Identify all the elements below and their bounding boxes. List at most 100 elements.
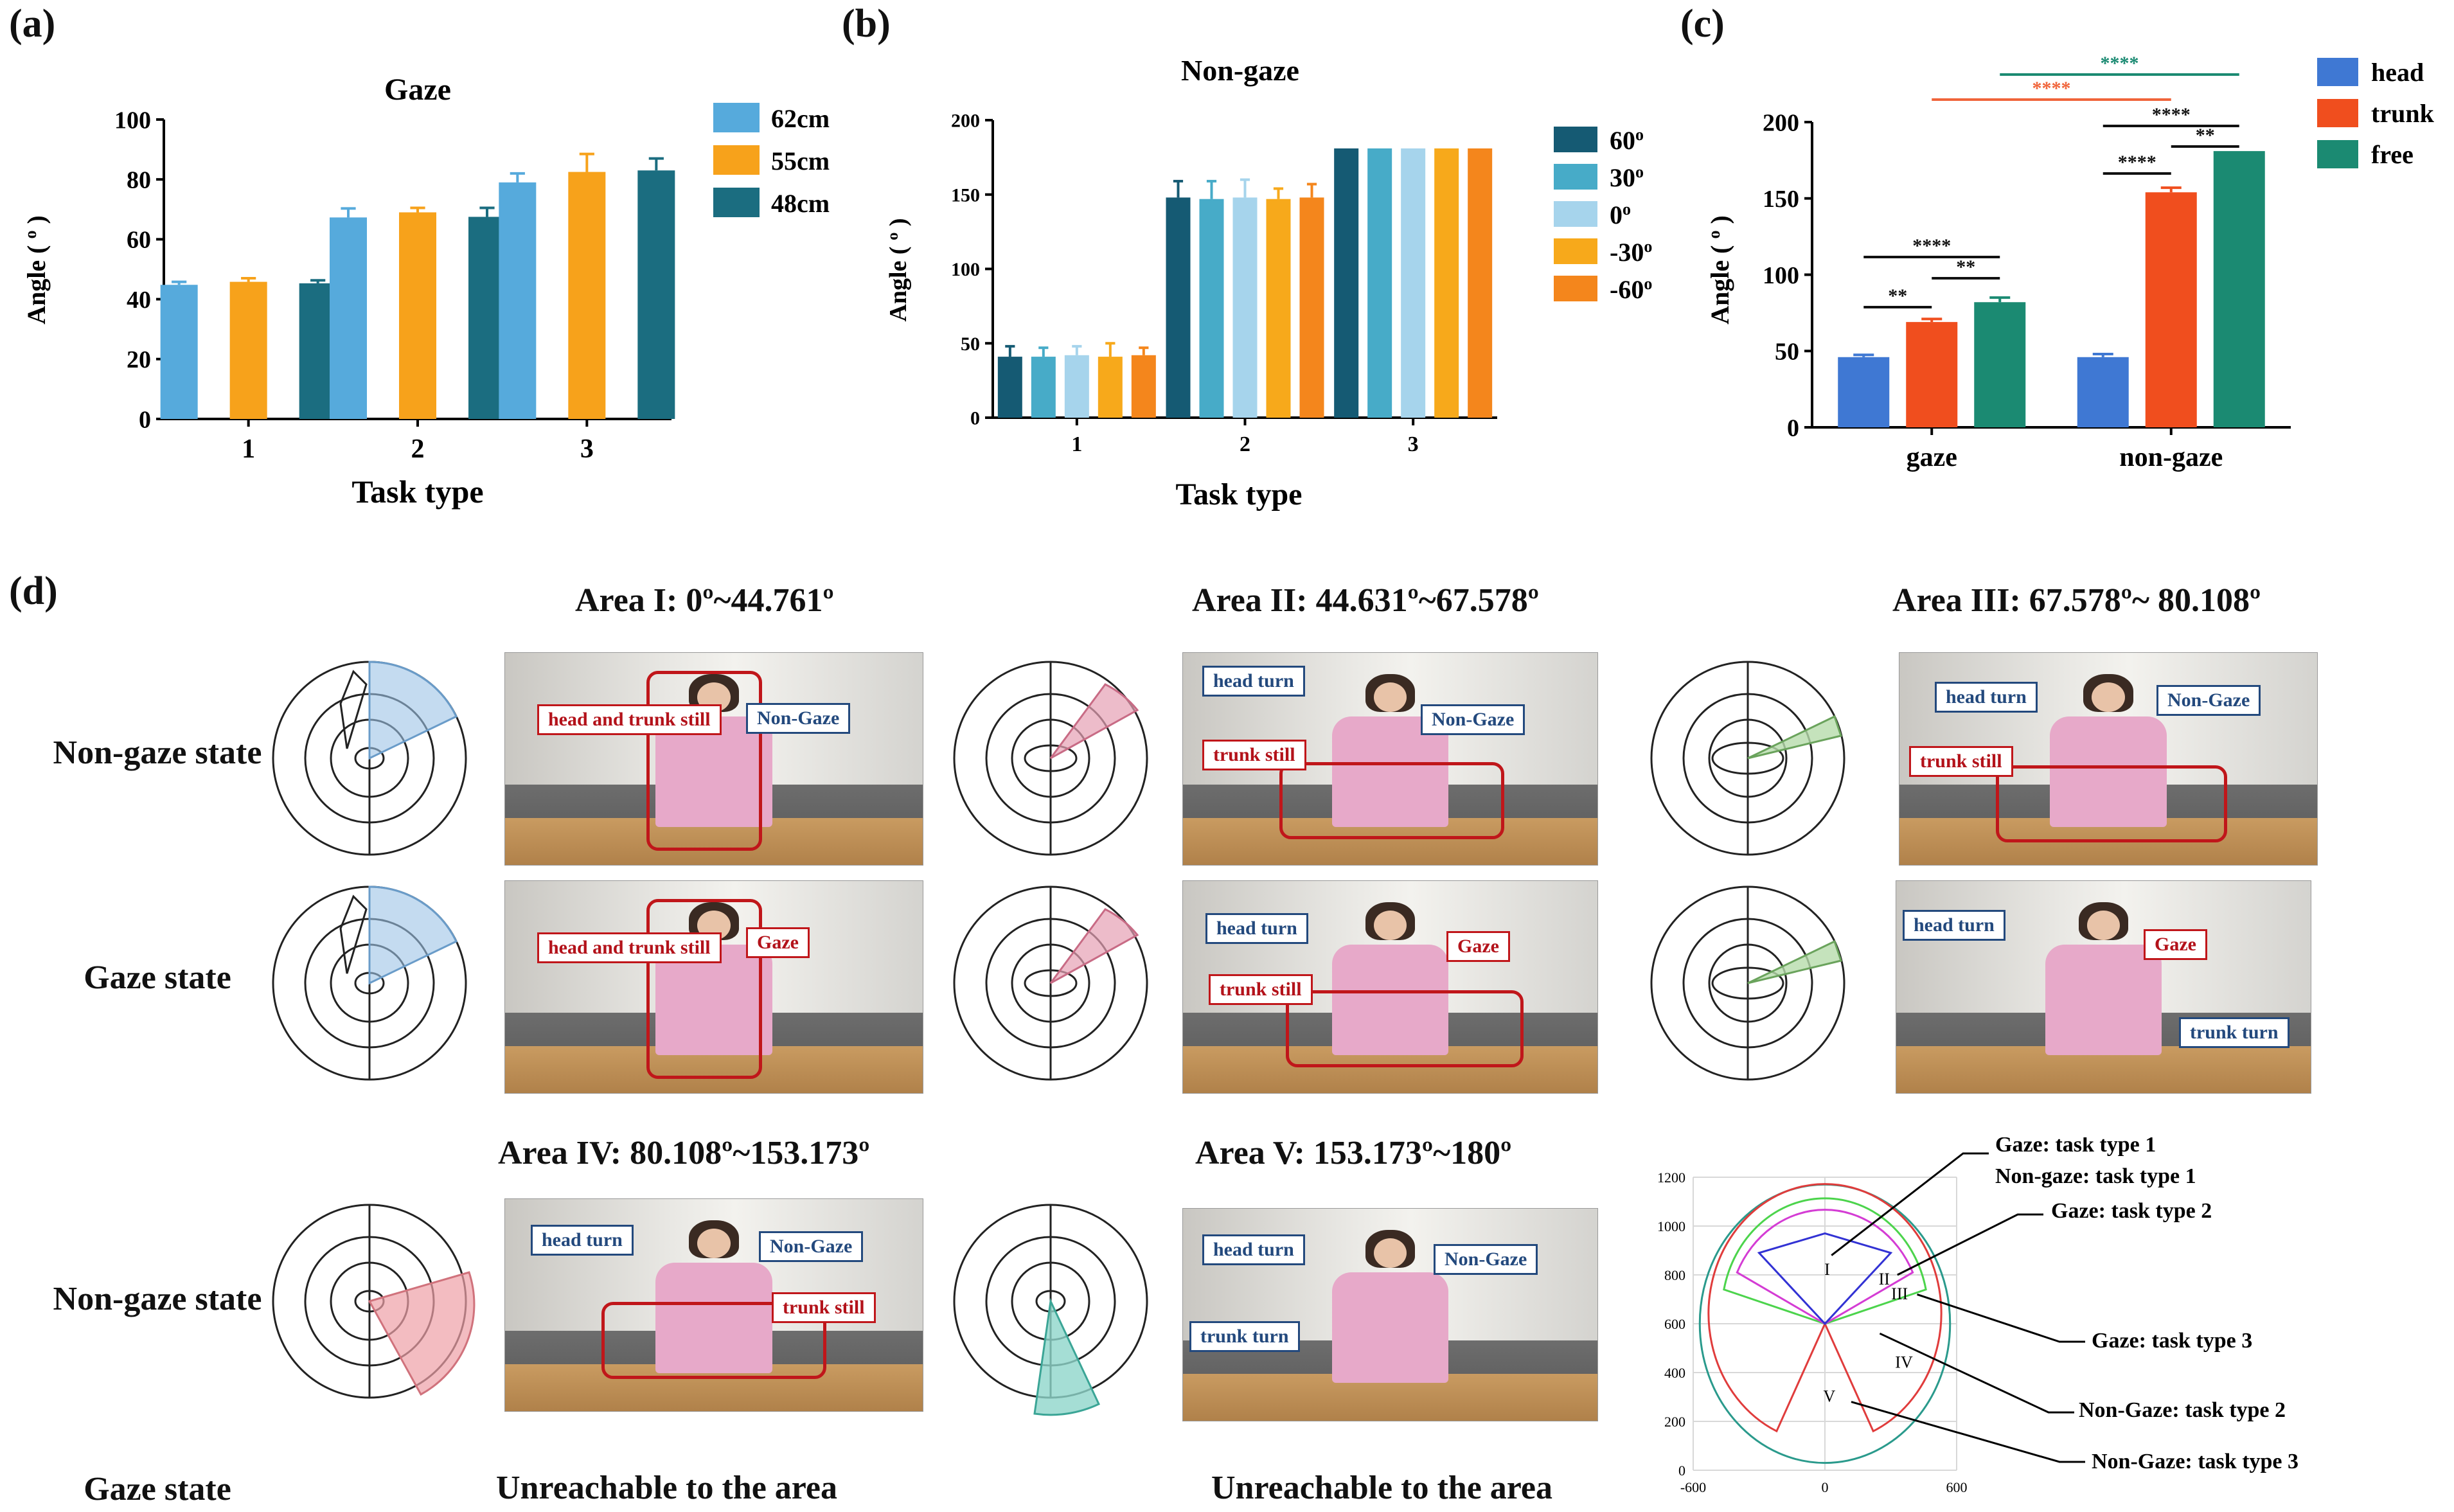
x-tick-label: gaze	[1907, 443, 1957, 472]
tag-non-gaze: Non-Gaze	[746, 703, 851, 734]
region-label: II	[1879, 1270, 1890, 1288]
y-tick-label: 150	[1763, 186, 1799, 213]
tag-head-turn: head turn	[1205, 913, 1308, 944]
bar	[1334, 148, 1359, 418]
panel-label-b: (b)	[842, 2, 891, 46]
legend-label: free	[2371, 140, 2414, 169]
legend-swatch	[713, 145, 760, 175]
y-axis-label: Angle ( o )	[21, 215, 51, 325]
legend-swatch	[713, 188, 760, 217]
tag-gaze: Gaze	[1446, 931, 1510, 962]
annotation-label: Gaze: task type 3	[2092, 1329, 2252, 1353]
significance-label: ****	[1912, 235, 1951, 256]
annotation-leader	[1879, 1332, 2074, 1414]
reach-diagram-area2-nongaze	[953, 661, 1148, 856]
reach-diagram-area1-nongaze	[272, 661, 467, 856]
y-tick-label: 60	[127, 227, 151, 254]
chart-non-gaze: Non-gaze 0 50 100 150 200 1 2 3 Angle ( o ) Task t…	[884, 54, 1653, 511]
state-label-gaze-1: Gaze state	[84, 959, 231, 996]
bar	[2145, 192, 2197, 427]
bar	[2213, 151, 2265, 427]
tag-head-turn: head turn	[1903, 910, 2005, 941]
y-tick-label: 0	[970, 408, 980, 429]
x-tick-label: 2	[411, 434, 425, 464]
y-tick-label: 0	[1678, 1463, 1685, 1479]
annotation-label: Non-gaze: task type 1	[1995, 1164, 2196, 1188]
bar	[229, 281, 267, 419]
legend-label: 62cm	[771, 104, 830, 133]
x-axis-label: Task type	[351, 474, 483, 510]
reach-diagram-area1-gaze	[272, 885, 467, 1081]
bar	[1906, 322, 1958, 427]
bar	[2077, 357, 2129, 427]
chart-title: Non-gaze	[1181, 54, 1299, 87]
y-tick-label: 800	[1664, 1267, 1685, 1283]
bar	[1166, 197, 1191, 418]
y-tick-label: 40	[127, 287, 151, 314]
bar	[330, 217, 367, 419]
legend-label: head	[2371, 58, 2424, 87]
bar	[1098, 357, 1123, 418]
tag-trunk-still: trunk still	[772, 1292, 876, 1323]
state-label-nongaze-2: Non-gaze state	[53, 1281, 262, 1317]
legend-swatch	[2317, 58, 2358, 86]
photo-area1-nongaze: head and trunk still Non-Gaze	[504, 652, 923, 866]
workspace-boundary-nongaze-3	[1707, 1183, 1943, 1433]
legend-swatch	[2317, 99, 2358, 127]
annotation-label: Non-Gaze: task type 2	[2079, 1398, 2286, 1422]
workspace-boundary-gaze-3	[1723, 1197, 1927, 1325]
legend-label: 30o	[1610, 163, 1644, 193]
panel-label-a: (a)	[9, 2, 56, 46]
area-title-5: Area V: 153.173º~180º	[1195, 1135, 1512, 1171]
region-label: V	[1823, 1387, 1835, 1406]
tag-non-gaze: Non-Gaze	[1434, 1244, 1538, 1275]
bar	[1434, 148, 1459, 418]
state-label-nongaze-1: Non-gaze state	[53, 734, 262, 771]
photo-area2-nongaze: head turn Non-Gaze trunk still	[1182, 652, 1598, 866]
significance-label: ****	[2101, 53, 2139, 74]
y-tick-label: 200	[1664, 1414, 1685, 1430]
tag-gaze: Gaze	[746, 927, 810, 958]
y-tick-label: 0	[1787, 414, 1799, 441]
tag-trunk-turn: trunk turn	[1189, 1321, 1300, 1352]
state-label-gaze-2: Gaze state	[84, 1471, 231, 1508]
annotation-label: Gaze: task type 1	[1995, 1137, 2156, 1157]
reach-diagram-area3-nongaze	[1650, 661, 1845, 856]
y-axis-label: Angle ( o )	[884, 218, 912, 321]
photo-area3-gaze: head turn Gaze trunk turn	[1896, 880, 2311, 1094]
x-tick-label: non-gaze	[2119, 443, 2223, 472]
bar	[997, 357, 1022, 418]
panel-label-c: (c)	[1680, 2, 1725, 46]
legend-swatch	[1554, 127, 1597, 152]
legend-swatch	[2317, 140, 2358, 168]
bar	[1299, 197, 1324, 418]
y-tick-label: 100	[1763, 262, 1799, 289]
legend-swatch	[1554, 276, 1597, 301]
area-title-4: Area IV: 80.108º~153.173º	[498, 1135, 870, 1171]
significance-label: ****	[2032, 78, 2071, 99]
bar	[1199, 199, 1224, 418]
significance-label: **	[1888, 285, 1907, 307]
y-tick-label: 20	[127, 346, 151, 373]
tag-head-turn: head turn	[1935, 682, 2038, 713]
y-tick-label: 100	[114, 107, 151, 134]
y-tick-label: 80	[127, 167, 151, 194]
panel-label-d: (d)	[9, 569, 58, 613]
y-tick-label: 400	[1664, 1365, 1685, 1381]
significance-label: **	[2196, 125, 2215, 146]
x-tick-label: 3	[1408, 432, 1419, 456]
x-tick-label: 600	[1946, 1479, 1968, 1495]
annotation-leader	[1897, 1213, 2043, 1276]
bar	[399, 212, 436, 419]
x-axis-label: Task type	[1176, 477, 1303, 511]
x-tick-label: 1	[1071, 432, 1082, 456]
tag-head-turn: head turn	[1202, 1234, 1305, 1265]
y-tick-label: 600	[1664, 1316, 1685, 1332]
annotation-label: Gaze: task type 2	[2051, 1199, 2212, 1223]
annotation-leader	[1917, 1293, 2085, 1343]
y-tick-label: 150	[951, 184, 980, 206]
tag-head-and-trunk-still: head and trunk still	[537, 704, 722, 735]
unreachable-label-2: Unreachable to the area	[1211, 1470, 1552, 1506]
area-title-2: Area II: 44.631º~67.578º	[1192, 582, 1539, 619]
